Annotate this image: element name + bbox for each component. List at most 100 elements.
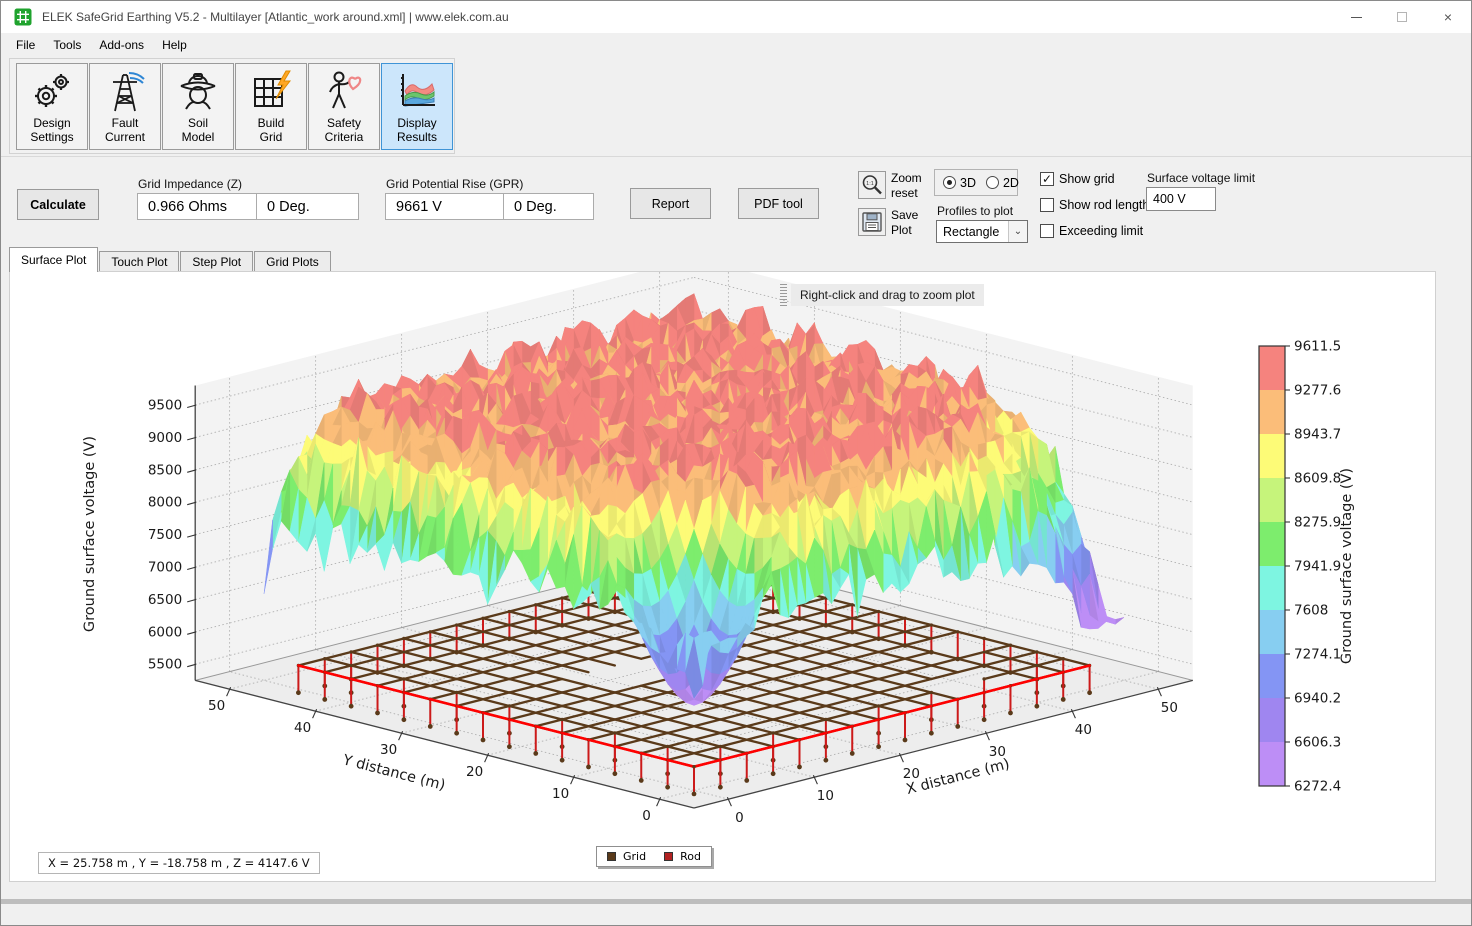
show-grid-checkbox[interactable]: ✓ Show grid [1040, 172, 1115, 186]
floppy-disk-icon [860, 210, 884, 234]
design-settings-button[interactable]: DesignSettings [16, 63, 88, 150]
menu-tools[interactable]: Tools [44, 35, 90, 55]
radio-3d-label: 3D [960, 176, 976, 190]
fault-current-button[interactable]: FaultCurrent [89, 63, 161, 150]
svg-text:7500: 7500 [148, 527, 182, 543]
show-rod-length-checkbox[interactable]: Show rod length [1040, 198, 1149, 212]
title-bar: ELEK SafeGrid Earthing V5.2 - Multilayer… [1, 1, 1471, 33]
gpr-deg: 0 Deg. [504, 194, 557, 219]
plot-legend[interactable]: Grid Rod [596, 846, 712, 867]
svg-text:10: 10 [817, 788, 834, 804]
grid-lightning-icon [248, 69, 294, 113]
maximize-button[interactable] [1379, 1, 1425, 33]
toolbar-label: Soil [182, 116, 215, 130]
radio-2d[interactable]: 2D [986, 176, 1019, 190]
svg-text:7000: 7000 [148, 560, 182, 576]
surface-plot-canvas[interactable]: 5500600065007000750080008500900095000102… [10, 272, 1435, 881]
app-logo-icon [14, 8, 32, 26]
tab-grid-plots[interactable]: Grid Plots [254, 251, 331, 272]
exceeding-limit-checkbox[interactable]: Exceeding limit [1040, 224, 1143, 238]
toolbar-label: Fault [105, 116, 145, 130]
display-results-button[interactable]: DisplayResults [381, 63, 453, 150]
show-rod-length-box [1040, 198, 1054, 212]
toolbar-label: Settings [30, 130, 73, 144]
svg-text:9500: 9500 [148, 398, 182, 414]
voltage-limit-label: Surface voltage limit [1147, 171, 1255, 185]
view-mode-group: 3D 2D [934, 169, 1018, 196]
svg-text:5500: 5500 [148, 657, 182, 673]
tab-step-plot[interactable]: Step Plot [180, 251, 253, 272]
build-grid-button[interactable]: BuildGrid [235, 63, 307, 150]
zoom-reset-line1: Zoom [891, 171, 922, 186]
zoom-reset-button[interactable]: 1:1 [858, 171, 886, 199]
tab-touch-plot[interactable]: Touch Plot [99, 251, 179, 272]
radio-2d-dot [986, 176, 999, 189]
rod-swatch [664, 852, 673, 861]
app-window: { "window": { "title": "ELEK SafeGrid Ea… [0, 0, 1472, 926]
svg-text:8000: 8000 [148, 495, 182, 511]
tab-surface-plot[interactable]: Surface Plot [9, 247, 98, 272]
legend-rod-item: Rod [664, 850, 701, 863]
voltage-limit-input[interactable]: 400 V [1146, 187, 1216, 211]
minimize-icon [1351, 17, 1362, 18]
profiles-value: Rectangle [937, 225, 1008, 239]
menu-bar: File Tools Add-ons Help [1, 33, 1471, 56]
profiles-select[interactable]: Rectangle ⌄ [936, 220, 1028, 243]
svg-text:30: 30 [380, 742, 397, 758]
gpr-field: 9661 V 0 Deg. [385, 193, 594, 220]
safety-criteria-button[interactable]: SafetyCriteria [308, 63, 380, 150]
close-button[interactable]: × [1425, 1, 1471, 33]
svg-text:8500: 8500 [148, 462, 182, 478]
toolbar-label: Current [105, 130, 145, 144]
pdf-tool-button[interactable]: PDF tool [738, 188, 819, 219]
svg-text:9000: 9000 [148, 430, 182, 446]
legend-grid-label: Grid [623, 850, 646, 863]
save-plot-label: Save Plot [891, 208, 918, 238]
toolbar-label: Model [182, 130, 215, 144]
gpr-volts: 9661 V [386, 194, 504, 219]
chevron-down-icon: ⌄ [1008, 221, 1027, 242]
zoom-reset-label: Zoom reset [891, 171, 922, 201]
save-plot-line1: Save [891, 208, 918, 223]
person-heart-icon [321, 69, 367, 113]
minimize-button[interactable] [1333, 1, 1379, 33]
window-title: ELEK SafeGrid Earthing V5.2 - Multilayer… [42, 10, 509, 24]
toolbar-label: Results [397, 130, 437, 144]
exceeding-limit-label: Exceeding limit [1059, 224, 1143, 238]
colorbar: 9611.59277.68943.78609.88275.97941.97608… [1259, 339, 1355, 795]
surface-plot-panel: 5500600065007000750080008500900095000102… [9, 271, 1436, 882]
toolbar-label: Design [30, 116, 73, 130]
show-grid-label: Show grid [1059, 172, 1115, 186]
radio-3d[interactable]: 3D [943, 176, 976, 190]
save-plot-button[interactable] [858, 208, 886, 236]
cursor-readout: X = 25.758 m , Y = -18.758 m , Z = 4147.… [38, 852, 320, 874]
svg-text:10: 10 [552, 786, 569, 802]
svg-text:Ground surface voltage (V): Ground surface voltage (V) [82, 436, 98, 632]
grid-impedance-label: Grid Impedance (Z) [138, 177, 242, 191]
toolbar-label: Criteria [325, 130, 364, 144]
zoom-reset-line2: reset [891, 186, 922, 201]
menu-file[interactable]: File [7, 35, 44, 55]
grid-impedance-ohms: 0.966 Ohms [138, 194, 257, 219]
plot-tabs: Surface Plot Touch Plot Step Plot Grid P… [9, 247, 332, 272]
calculate-button[interactable]: Calculate [17, 189, 99, 220]
svg-text:50: 50 [208, 698, 225, 714]
menu-help[interactable]: Help [153, 35, 196, 55]
report-button[interactable]: Report [630, 188, 711, 219]
show-grid-box: ✓ [1040, 172, 1054, 186]
svg-text:0: 0 [735, 810, 744, 826]
toolbar: DesignSettings FaultCurrent SoilModel [9, 58, 455, 154]
svg-text:20: 20 [466, 764, 483, 780]
grid-impedance-deg: 0 Deg. [257, 194, 310, 219]
plot-hint[interactable]: Right-click and drag to zoom plot [780, 284, 984, 306]
legend-rod-label: Rod [680, 850, 701, 863]
drag-grip-icon[interactable] [780, 284, 787, 306]
surface-plot-icon [394, 69, 440, 113]
toolbar-label: Build [258, 116, 285, 130]
menu-addons[interactable]: Add-ons [90, 35, 153, 55]
soil-model-button[interactable]: SoilModel [162, 63, 234, 150]
profiles-label: Profiles to plot [937, 204, 1013, 218]
legend-grid-item: Grid [607, 850, 646, 863]
gpr-label: Grid Potential Rise (GPR) [386, 177, 523, 191]
toolbar-label: Display [397, 116, 437, 130]
